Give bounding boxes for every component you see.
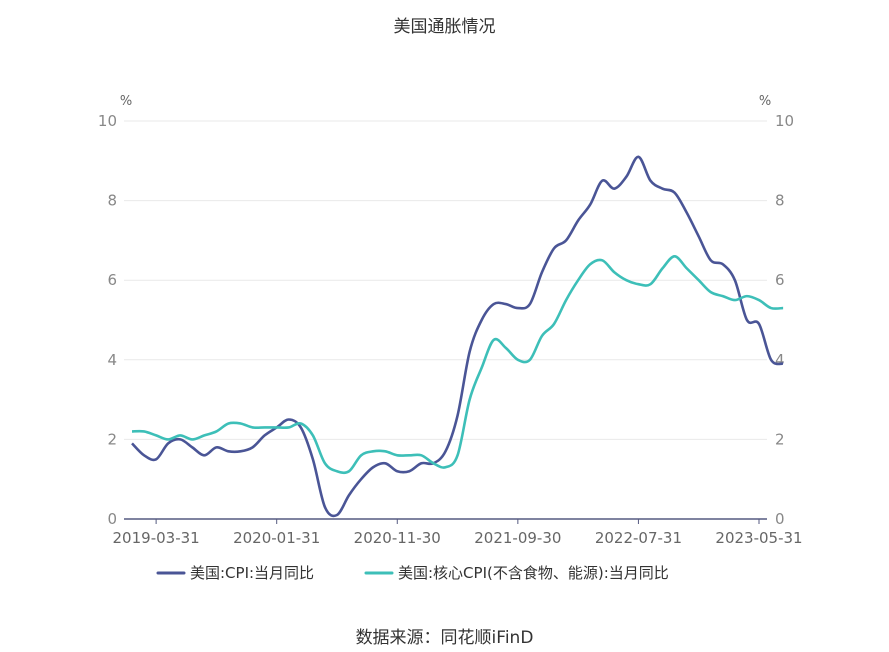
x-tick-label: 2019-03-31: [113, 529, 200, 547]
x-tick-label: 2022-07-31: [595, 529, 682, 547]
x-tick-label: 2020-11-30: [354, 529, 441, 547]
series-lines: [131, 155, 784, 518]
legend-label-core-cpi: 美国:核心CPI(不含食物、能源):当月同比: [398, 564, 669, 582]
y-tick-right: 4: [775, 351, 785, 369]
data-source: 数据来源：同花顺iFinD: [355, 628, 534, 648]
y-tick-left: 2: [107, 430, 117, 448]
y-tick-right: 2: [775, 430, 785, 448]
series-line-core-cpi: [131, 255, 784, 475]
gridlines: [124, 120, 767, 440]
x-tick-label: 2023-05-31: [715, 529, 802, 547]
y-tick-right: 8: [775, 192, 785, 210]
y-tick-right: 10: [775, 112, 794, 130]
y-tick-left: 10: [98, 112, 117, 130]
y-axis-left: 0 2 4 6 8 10: [98, 112, 117, 528]
y-tick-left: 0: [107, 510, 117, 528]
series-line-cpi: [131, 155, 784, 518]
y-unit-left: %: [120, 94, 132, 109]
y-tick-right: 6: [775, 271, 785, 289]
y-tick-left: 6: [107, 271, 117, 289]
legend[interactable]: 美国:CPI:当月同比 美国:核心CPI(不含食物、能源):当月同比: [156, 564, 669, 582]
chart-title: 美国通胀情况: [393, 17, 496, 37]
x-tick-label: 2020-01-31: [233, 529, 320, 547]
y-tick-right: 0: [775, 510, 785, 528]
legend-item-cpi[interactable]: 美国:CPI:当月同比: [156, 564, 314, 582]
x-axis: 2019-03-31 2020-01-31 2020-11-30 2021-09-30…: [113, 519, 803, 547]
y-tick-left: 4: [107, 351, 117, 369]
legend-label-cpi: 美国:CPI:当月同比: [190, 564, 314, 582]
y-axis-right: 0 2 4 6 8 10: [775, 112, 794, 528]
y-tick-left: 8: [107, 192, 117, 210]
legend-item-core-cpi[interactable]: 美国:核心CPI(不含食物、能源):当月同比: [364, 564, 669, 582]
y-unit-right: %: [759, 94, 771, 109]
x-tick-label: 2021-09-30: [474, 529, 561, 547]
